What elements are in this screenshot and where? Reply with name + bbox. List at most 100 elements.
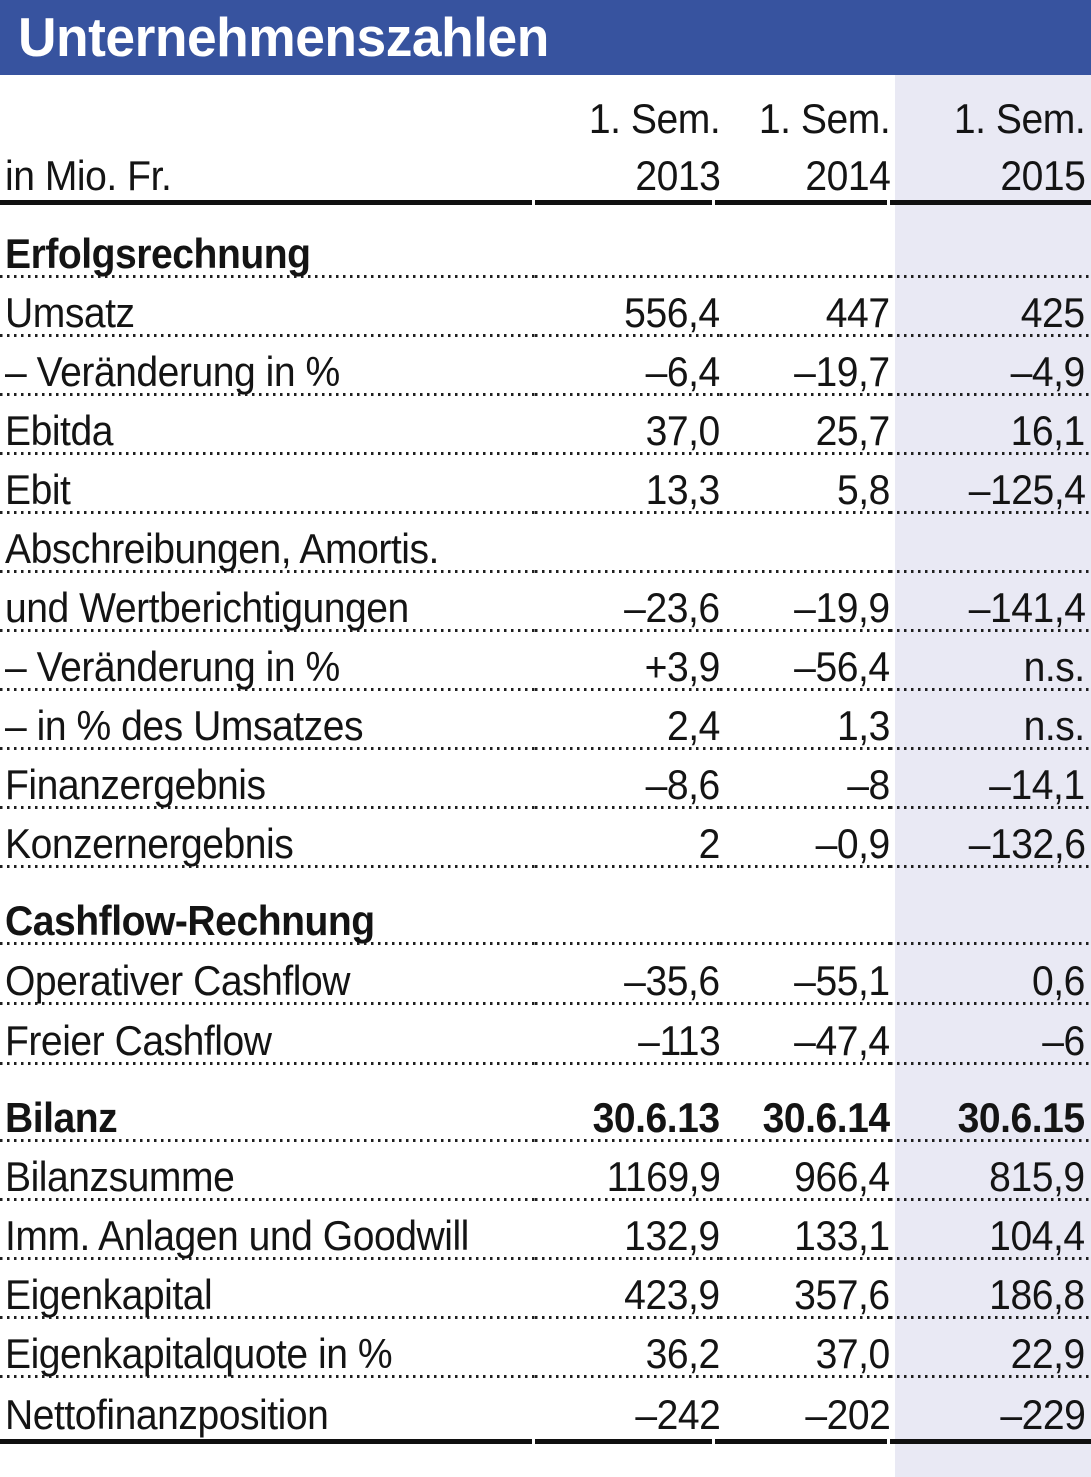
date-header-2015: 30.6.15 (890, 1097, 1091, 1142)
value-2013: 1169,9 (535, 1156, 720, 1201)
row-label: – Veränderung in % (0, 646, 535, 691)
value-2015: 16,1 (890, 410, 1091, 455)
date-header-2013: 30.6.13 (535, 1097, 720, 1142)
value-2014: –56,4 (720, 646, 890, 691)
column-header-period-2014: 1. Sem. (758, 95, 891, 142)
title-bar: Unternehmenszahlen (0, 0, 1091, 75)
row-label: Bilanzsumme (0, 1156, 535, 1201)
thick-rule-bottom (0, 1439, 1091, 1444)
value-2013: –113 (535, 1020, 720, 1065)
value-2015: –141,4 (890, 587, 1091, 632)
bottom-spacer (0, 1444, 1091, 1472)
value-2014: 37,0 (720, 1333, 890, 1378)
table-row-ebitda: Ebitda 37,0 25,7 16,1 (0, 396, 1091, 455)
row-label: Operativer Cashflow (0, 960, 535, 1005)
value-2015: 425 (890, 292, 1091, 337)
table-row-freier-cashflow: Freier Cashflow –113 –47,4 –6 (0, 1005, 1091, 1065)
value-2013: –8,6 (535, 764, 720, 809)
table-row-eigenkapitalquote: Eigenkapitalquote in % 36,2 37,0 22,9 (0, 1319, 1091, 1378)
table-row-bilanzsumme: Bilanzsumme 1169,9 966,4 815,9 (0, 1142, 1091, 1201)
value-2013: +3,9 (535, 646, 720, 691)
value-2015: 815,9 (890, 1156, 1091, 1201)
value-2015: –125,4 (890, 469, 1091, 514)
table-row-imm-anlagen-goodwill: Imm. Anlagen und Goodwill 132,9 133,1 10… (0, 1201, 1091, 1260)
unit-label-cell: in Mio. Fr. (0, 155, 535, 200)
value-2015: –132,6 (890, 823, 1091, 868)
value-2014: –19,7 (720, 351, 890, 396)
table-row-konzernergebnis: Konzernergebnis 2 –0,9 –132,6 (0, 809, 1091, 868)
value-2013: 37,0 (535, 410, 720, 455)
spacer-cell (0, 140, 535, 143)
row-label: Freier Cashflow (0, 1020, 535, 1065)
row-label: Eigenkapitalquote in % (0, 1333, 535, 1378)
column-header-period-row: 1. Sem. 1. Sem. 1. Sem. (0, 75, 1091, 143)
value-2015: n.s. (890, 646, 1091, 691)
value-2015: –229 (999, 1391, 1086, 1438)
row-label: – Veränderung in % (0, 351, 535, 396)
value-2015: 0,6 (890, 960, 1091, 1005)
column-header-year-2015: 2015 (999, 152, 1086, 199)
table-row-operativer-cashflow: Operativer Cashflow –35,6 –55,1 0,6 (0, 945, 1091, 1005)
table-row-eigenkapital: Eigenkapital 423,9 357,6 186,8 (0, 1260, 1091, 1319)
row-label: Abschreibungen, Amortis. (0, 528, 535, 573)
value-2014: –0,9 (720, 823, 890, 868)
table-row-veraenderung-umsatz: – Veränderung in % –6,4 –19,7 –4,9 (0, 337, 1091, 396)
section-label: Erfolgsrechnung (0, 233, 535, 278)
value-2014: 966,4 (720, 1156, 890, 1201)
value-2013: 2 (535, 823, 720, 868)
row-label: Umsatz (0, 292, 535, 337)
unit-label: in Mio. Fr. (5, 152, 172, 199)
row-label: Eigenkapital (0, 1274, 535, 1319)
value-2015: 104,4 (890, 1215, 1091, 1260)
value-2013: 13,3 (535, 469, 720, 514)
value-2013: –6,4 (535, 351, 720, 396)
row-label: – in % des Umsatzes (0, 705, 535, 750)
value-2013: –23,6 (535, 587, 720, 632)
value-2014: –55,1 (720, 960, 890, 1005)
value-2014: –19,9 (720, 587, 890, 632)
table-row-umsatz: Umsatz 556,4 447 425 (0, 278, 1091, 337)
section-row-cashflow-rechnung: Cashflow-Rechnung (0, 868, 1091, 945)
value-2015: n.s. (890, 705, 1091, 750)
row-label: Nettofinanzposition (5, 1391, 329, 1438)
table-row-veraenderung-abschreibungen: – Veränderung in % +3,9 –56,4 n.s. (0, 632, 1091, 691)
value-2015: –14,1 (890, 764, 1091, 809)
column-header-year-row: in Mio. Fr. 2013 2014 2015 (0, 143, 1091, 200)
value-2014: 5,8 (720, 469, 890, 514)
value-2013: 423,9 (535, 1274, 720, 1319)
column-header-year-2014: 2014 (804, 152, 891, 199)
value-2015: 22,9 (890, 1333, 1091, 1378)
column-header-year-2013: 2013 (634, 152, 721, 199)
value-2015: –6 (890, 1020, 1091, 1065)
value-2014: –8 (720, 764, 890, 809)
row-label: Konzernergebnis (0, 823, 535, 868)
value-2014: 1,3 (720, 705, 890, 750)
value-2014: –47,4 (720, 1020, 890, 1065)
column-header-period-2013: 1. Sem. (588, 95, 721, 142)
table-row-wertberichtigungen: und Wertberichtigungen –23,6 –19,9 –141,… (0, 573, 1091, 632)
row-label: Ebitda (0, 410, 535, 455)
value-2013: 132,9 (535, 1215, 720, 1260)
row-label: Finanzergebnis (0, 764, 535, 809)
row-label: Imm. Anlagen und Goodwill (0, 1215, 535, 1260)
value-2013: 556,4 (535, 292, 720, 337)
value-2014: 357,6 (720, 1274, 890, 1319)
table-row-in-prozent-umsatz: – in % des Umsatzes 2,4 1,3 n.s. (0, 691, 1091, 750)
section-row-erfolgsrechnung: Erfolgsrechnung (0, 205, 1091, 278)
table-row-ebit: Ebit 13,3 5,8 –125,4 (0, 455, 1091, 514)
value-2013: –35,6 (535, 960, 720, 1005)
table-row-nettofinanzposition: Nettofinanzposition –242 –202 –229 (0, 1378, 1091, 1439)
value-2015: 186,8 (890, 1274, 1091, 1319)
table-row-abschreibungen: Abschreibungen, Amortis. (0, 514, 1091, 573)
value-2014: 133,1 (720, 1215, 890, 1260)
value-2014: –202 (804, 1391, 891, 1438)
row-label: Ebit (0, 469, 535, 514)
column-header-period-2015: 1. Sem. (953, 95, 1086, 142)
value-2014: 25,7 (720, 410, 890, 455)
value-2013: –242 (634, 1391, 721, 1438)
row-label: und Wertberichtigungen (0, 587, 535, 632)
date-header-2014: 30.6.14 (720, 1097, 890, 1142)
page-title: Unternehmenszahlen (18, 6, 549, 68)
section-row-bilanz: Bilanz 30.6.13 30.6.14 30.6.15 (0, 1065, 1091, 1142)
value-2015: –4,9 (890, 351, 1091, 396)
